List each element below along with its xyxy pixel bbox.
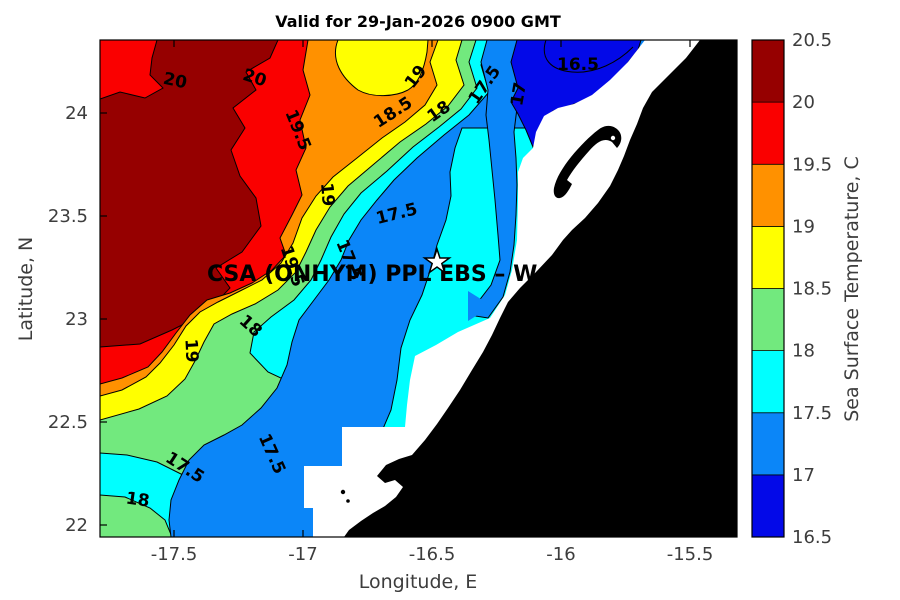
x-tick-label: -17.5	[151, 544, 198, 565]
y-tick-label: 22	[65, 515, 88, 536]
contour-value-label: 17	[507, 81, 531, 108]
colorbar-label: Sea Surface Temperature, C	[841, 156, 863, 422]
band-20-20-5	[100, 40, 279, 348]
colorbar-band	[751, 412, 785, 476]
contour-value-label: 16.5	[557, 55, 599, 75]
x-tick-label: -16.5	[409, 544, 456, 565]
colorbar-tick-label: 18.5	[792, 279, 832, 300]
y-tick-label: 24	[65, 103, 88, 124]
colorbar-band	[751, 163, 785, 227]
colorbar-border	[751, 39, 785, 538]
colorbar-band	[751, 39, 785, 103]
colorbar-tick-label: 16.5	[792, 527, 832, 548]
coastal-islet-dot	[340, 489, 346, 495]
plot-border	[99, 39, 738, 538]
coastal-islet-dot	[346, 499, 350, 503]
colorbar-tick-label: 20.5	[792, 30, 832, 51]
colorbar-tick-label: 19.5	[792, 154, 832, 175]
y-tick-label: 23.5	[48, 206, 88, 227]
x-axis-label: Longitude, E	[359, 571, 478, 593]
colorbar-band	[751, 226, 785, 289]
y-axis-label: Latitude, N	[15, 237, 37, 342]
band-17-17-5-patch	[468, 291, 492, 321]
colorbar-tick-label: 17	[792, 465, 815, 486]
x-tick-label: -16	[546, 544, 575, 565]
contour-value-label: 19	[316, 182, 338, 207]
colorbar-tick-labels: 16.5 17 17.5 18 18.5 19 19.5 20 20.5	[792, 30, 832, 548]
y-tick-label: 22.5	[48, 412, 88, 433]
contour-value-label: 18	[125, 488, 151, 511]
station-overlay-label: CSA (ONHYM) PPL EBS – We	[207, 262, 552, 287]
contour-line-16-5	[543, 40, 634, 73]
colorbar-band	[751, 101, 785, 165]
colorbar-tick-label: 20	[792, 92, 815, 113]
colorbar-band	[751, 350, 785, 414]
band-18-5-19-pocket	[335, 40, 429, 97]
contour-value-label: 19	[180, 338, 201, 363]
lagoon-dot	[610, 135, 616, 141]
colorbar-band	[751, 474, 785, 538]
axis-ticks	[100, 40, 737, 537]
star-icon	[422, 246, 452, 275]
colorbar-band	[751, 288, 785, 351]
axis-tick-labels: -17.5 -17 -16.5 -16 -15.5 22 22.5 23 23.5 24	[48, 103, 713, 565]
y-tick-label: 23	[65, 309, 88, 330]
x-tick-label: -17	[288, 544, 317, 565]
x-tick-label: -15.5	[667, 544, 714, 565]
figure-title: Valid for 29-Jan-2026 0900 GMT	[275, 12, 561, 31]
colorbar-tick-label: 17.5	[792, 403, 832, 424]
colorbar-tick-label: 19	[792, 216, 815, 237]
peninsula	[553, 125, 622, 199]
colorbar-tick-label: 18	[792, 341, 815, 362]
band-18-18-5-corner-pocket	[100, 494, 173, 537]
colorbar	[751, 39, 785, 538]
land-mass	[344, 40, 737, 537]
contour-value-label: 20	[161, 69, 188, 94]
